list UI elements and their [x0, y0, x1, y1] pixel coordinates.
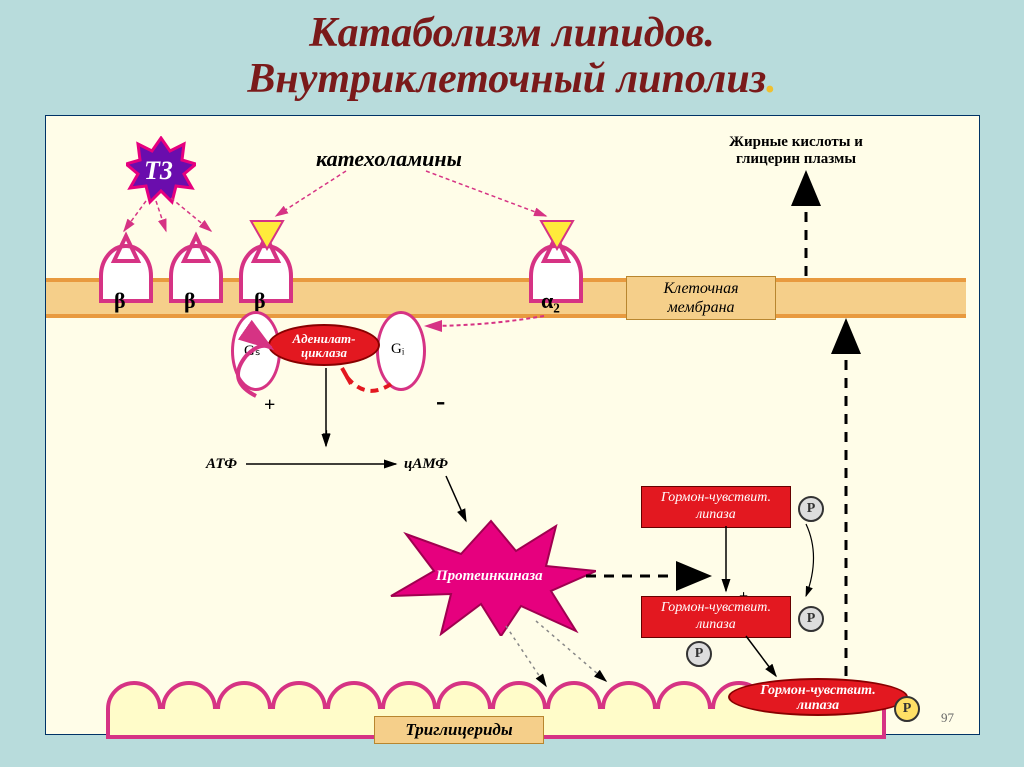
- beta-label: β: [184, 288, 196, 314]
- page-number: 97: [941, 710, 954, 726]
- t3-hormone-icon: Т3: [126, 136, 196, 206]
- adenylate-cyclase-label: Аденилат- циклаза: [268, 324, 380, 366]
- hsl-box-active: Гормон-чувствит. липаза: [641, 596, 791, 638]
- plus-sign: +: [264, 394, 275, 417]
- proteinkinase-label: Протеинкиназа: [436, 568, 543, 585]
- atp-label: АТФ: [206, 456, 237, 473]
- beta-label: β: [114, 288, 126, 314]
- catecholamines-label: катехоламины: [316, 146, 462, 172]
- phosphate-icon: P: [686, 641, 712, 667]
- beta-receptor-icon: [96, 226, 156, 286]
- ligand-triangle-icon: [539, 219, 575, 256]
- phosphate-icon: P: [894, 696, 920, 722]
- alpha2-label: α₂: [541, 288, 560, 314]
- minus-sign: -: [436, 386, 445, 418]
- page-title: Катаболизм липидов. Внутриклеточный липо…: [0, 0, 1024, 107]
- beta-receptor-icon: [166, 226, 226, 286]
- diagram-canvas: Т3 катехоламины Жирные кислоты и глицери…: [45, 115, 980, 735]
- hsl-box-inactive: Гормон-чувствит. липаза: [641, 486, 791, 528]
- phosphate-icon: P: [798, 496, 824, 522]
- hsl-membrane-bound: Гормон-чувствит. липаза: [728, 678, 908, 716]
- t3-label: Т3: [144, 156, 173, 186]
- camp-label: цАМФ: [404, 456, 448, 473]
- gs-label: Gₛ: [244, 341, 260, 360]
- title-dot: .: [766, 56, 777, 102]
- ligand-triangle-icon: [249, 219, 285, 256]
- gi-label: Gᵢ: [391, 341, 404, 358]
- phosphate-icon: P: [798, 606, 824, 632]
- membrane-label: Клеточная мембрана: [626, 276, 776, 320]
- triglycerides-label: Триглицериды: [374, 716, 544, 744]
- fatty-acids-label: Жирные кислоты и глицерин плазмы: [686, 134, 906, 168]
- title-line1: Катаболизм липидов.: [309, 10, 715, 56]
- title-line2: Внутриклеточный липолиз: [247, 56, 766, 102]
- arrows-overlay: [46, 116, 981, 736]
- plus-sign: +: [322, 426, 331, 444]
- proteinkinase-icon: Протеинкиназа: [386, 516, 596, 641]
